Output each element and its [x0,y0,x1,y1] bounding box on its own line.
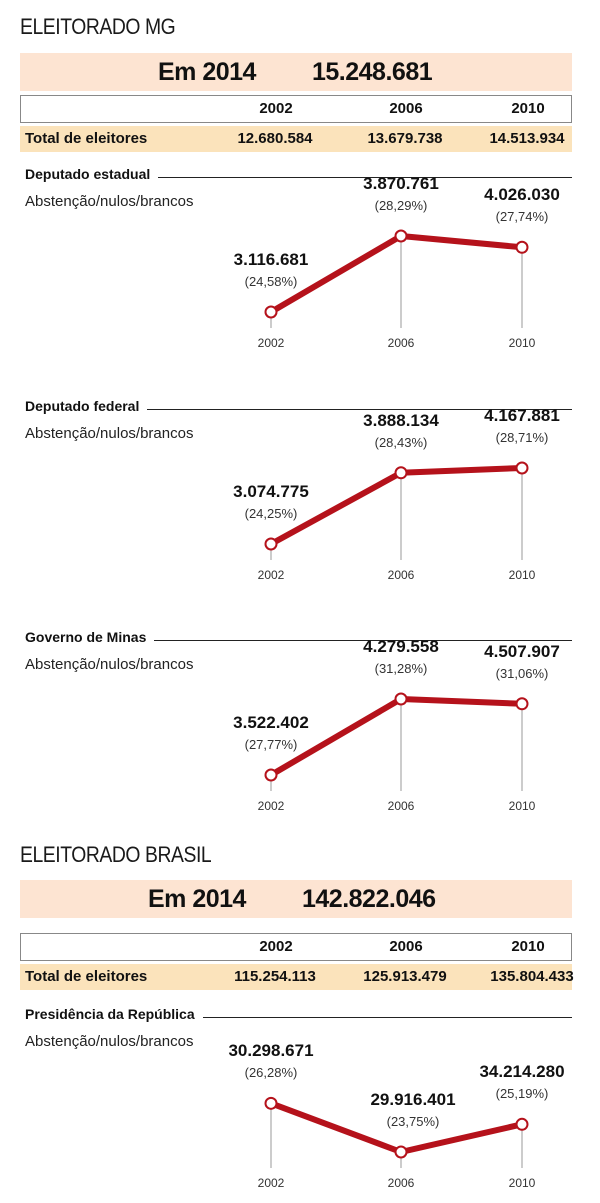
table-header-mg: 2002 2006 2010 [20,95,572,123]
chart-subtitle: Abstenção/nulos/brancos [25,193,194,210]
data-point [515,240,529,254]
percent-label: (24,25%) [244,506,298,521]
percent-label: (28,43%) [374,434,428,450]
value-label: 3.522.402 [233,713,309,732]
total-value: 14.513.934 [489,130,565,147]
data-point [264,537,278,551]
chart-deputado-federal: Deputado federal Abstenção/nulos/brancos 3… [0,398,600,588]
year-label: 2002 [257,799,285,813]
year-header: 2006 [389,100,423,117]
year-label: 2002 [257,568,285,582]
total-value: 125.913.479 [363,968,447,985]
total-value: 115.254.113 [234,968,316,985]
data-point [515,1117,529,1131]
value-label: 29.916.401 [370,1090,456,1109]
percent-label: (24,58%) [244,274,298,289]
year-label: 2006 [387,568,415,582]
chart-subtitle: Abstenção/nulos/brancos [25,656,194,673]
section-title-brasil: ELEITORADO BRASIL [20,842,212,867]
percent-label: (26,28%) [244,1065,298,1081]
chart-subtitle: Abstenção/nulos/brancos [25,1033,194,1050]
plot-area [264,229,529,328]
year-label: 2010 [508,568,536,582]
year-header: 2002 [259,100,293,117]
total-row-mg: Total de eleitores 12.680.584 13.679.738… [20,126,572,152]
value-label: 30.298.671 [228,1041,314,1061]
chart-governo-de-minas: Governo de Minas Abstenção/nulos/brancos 3… [0,629,600,819]
total-value: 12.680.584 [237,130,313,147]
percent-label: (27,74%) [495,209,549,225]
plot-area [264,1096,529,1168]
plot-area [264,461,529,560]
value-label: 3.074.775 [233,482,309,501]
data-point [264,768,278,782]
data-point [394,1145,408,1159]
value-label: 4.026.030 [484,185,560,205]
table-header-brasil: 2002 2006 2010 [20,933,572,961]
year-header: 2006 [389,938,423,955]
year-header: 2010 [511,938,545,955]
chart-deputado-estadual: Deputado estadual Abstenção/nulos/brancos… [0,166,600,356]
value-label: 4.279.558 [363,637,439,656]
chart-title: Presidência da República [25,1006,203,1022]
chart-title: Governo de Minas [25,629,155,645]
year-label: 2002 [257,1176,285,1190]
chart-rule [25,177,572,178]
data-point [394,692,408,706]
chart-rule [25,409,572,410]
percent-label: (25,19%) [495,1086,549,1102]
banner-2014-brasil: Em 2014 142.822.046 [20,880,572,918]
banner-2014-mg: Em 2014 15.248.681 [20,53,572,91]
banner-label: Em 2014 [148,885,246,913]
percent-label: (28,29%) [374,198,428,213]
plot-area [264,692,529,791]
data-point [394,229,408,243]
chart-title: Deputado federal [25,398,148,414]
banner-label: Em 2014 [158,58,256,86]
year-label: 2010 [508,799,536,813]
total-value: 13.679.738 [367,130,443,147]
data-point [394,466,408,480]
year-label: 2002 [257,336,285,350]
banner-value: 15.248.681 [312,58,433,86]
year-label: 2006 [387,336,415,350]
value-label: 4.167.881 [484,406,560,425]
year-label: 2010 [508,1176,536,1190]
year-header: 2002 [259,938,293,955]
percent-label: (23,75%) [386,1114,440,1129]
chart-rule [25,1017,572,1018]
year-label: 2010 [508,336,536,350]
value-label: 3.116.681 [233,250,309,269]
percent-label: (27,77%) [244,737,298,752]
value-label: 34.214.280 [479,1062,565,1082]
percent-label: (31,28%) [374,661,428,676]
chart-title: Deputado estadual [25,166,159,182]
total-label: Total de eleitores [25,968,148,985]
banner-value: 142.822.046 [302,885,436,913]
data-point [264,1096,278,1110]
percent-label: (28,71%) [495,430,549,445]
chart-subtitle: Abstenção/nulos/brancos [25,425,194,442]
section-title-mg: ELEITORADO MG [20,14,176,39]
value-label: 3.888.134 [363,410,439,430]
total-value: 135.804.433 [490,968,574,985]
year-label: 2006 [387,799,415,813]
chart-rule [25,640,572,641]
total-label: Total de eleitores [25,130,148,147]
value-label: 4.507.907 [484,641,560,661]
year-label: 2006 [387,1176,415,1190]
data-point [515,461,529,475]
chart-presidencia: Presidência da República Abstenção/nulos/… [0,1006,600,1196]
data-point [264,305,278,319]
year-header: 2010 [511,100,545,117]
value-label: 3.870.761 [363,174,439,193]
percent-label: (31,06%) [495,665,549,681]
data-point [515,697,529,711]
total-row-brasil: Total de eleitores 115.254.113 125.913.4… [20,964,574,990]
